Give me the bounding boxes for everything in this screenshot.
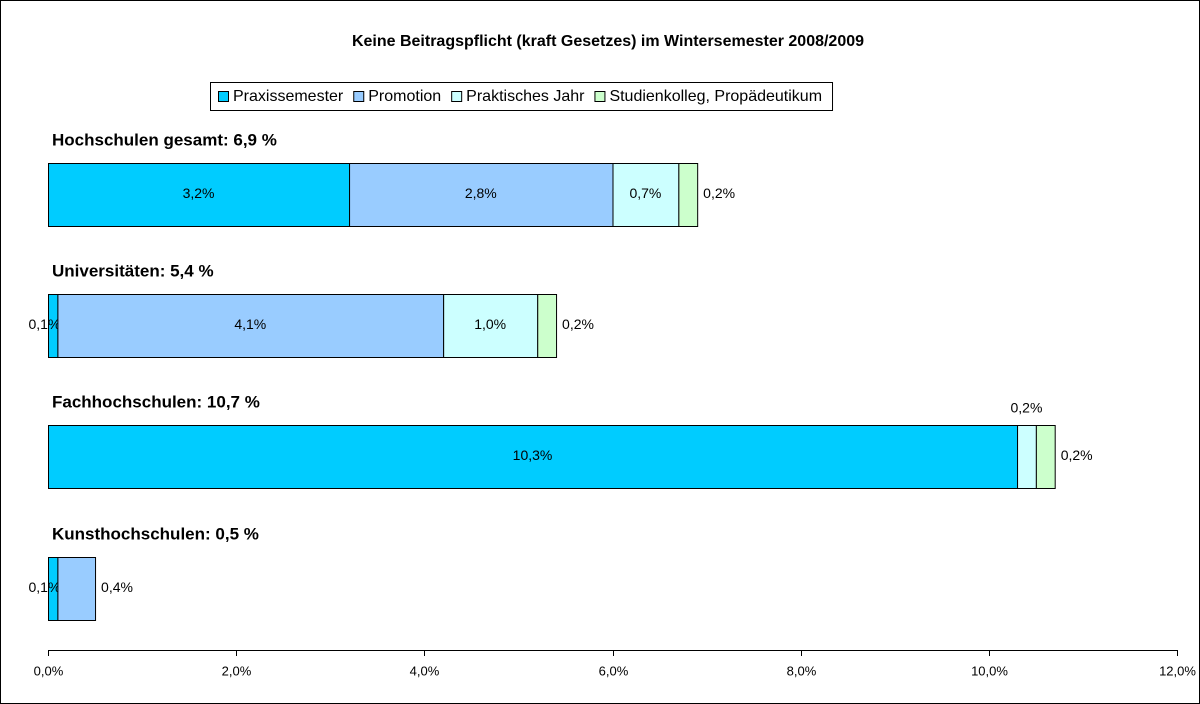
data-label: 0,1% [28,579,60,595]
data-label: 0,2% [1061,447,1093,463]
data-label: 10,3% [513,447,553,463]
legend-swatch [451,91,463,102]
category-label: Hochschulen gesamt: 6,9 % [52,130,277,149]
data-label: 0,1% [28,316,60,332]
bar-segment [48,163,351,227]
data-label: 0,4% [101,579,133,595]
data-label: 0,2% [703,185,735,201]
data-label: 0,2% [562,316,594,332]
legend-swatch [353,91,365,102]
x-tick-label: 8,0% [787,663,817,678]
bar-segment [537,294,558,358]
x-tick-label: 2,0% [222,663,252,678]
legend-swatch [594,91,606,102]
data-label: 3,2% [183,185,215,201]
category-label: Kunsthochschulen: 0,5 % [52,524,259,543]
category-label: Fachhochschulen: 10,7 % [52,392,260,411]
x-tick-label: 0,0% [34,663,64,678]
legend-label: Studienkolleg, Propädeutikum [609,88,822,105]
x-tick-label: 10,0% [971,663,1008,678]
bar-segment [57,294,445,358]
chart-title: Keine Beitragspflicht (kraft Gesetzes) i… [352,33,864,50]
data-label: 1,0% [474,316,506,332]
bar-segment [1035,425,1056,489]
legend-swatch [218,91,229,102]
legend-label: Promotion [368,88,441,105]
x-tick-label: 12,0% [1159,663,1196,678]
legend-label: Praktisches Jahr [466,88,585,105]
bar-segment [48,425,1019,489]
data-label: 0,7% [629,185,661,201]
category-label: Universitäten: 5,4 % [52,261,214,280]
data-label: 0,2% [1011,400,1043,416]
legend-label: Praxissemester [233,88,344,105]
bar-segment [443,294,539,358]
data-label: 2,8% [465,185,497,201]
data-label: 4,1% [234,316,266,332]
x-tick-label: 6,0% [599,663,629,678]
x-tick-label: 4,0% [410,663,440,678]
bar-segment [57,557,97,621]
bar-segment [678,163,699,227]
bar-segment [1017,425,1037,489]
legend [210,82,834,111]
